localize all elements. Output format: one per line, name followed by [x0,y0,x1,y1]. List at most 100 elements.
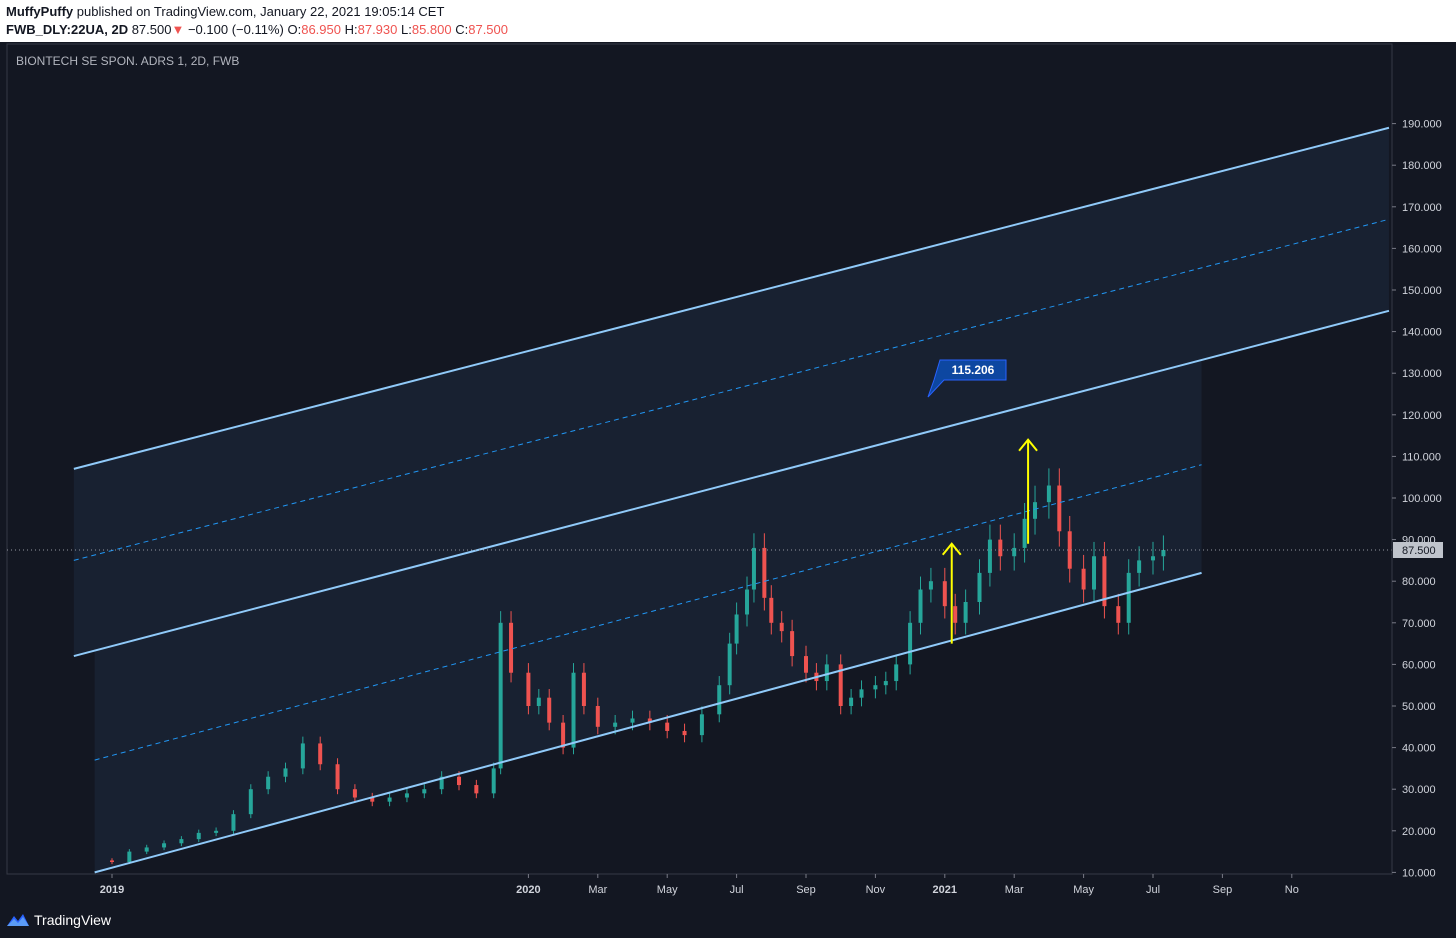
upper-channel-median-line [73,218,1390,561]
price-tick-label: 60.000 [1402,659,1436,671]
candle-body [214,830,219,833]
annotations: 115.206 [927,359,1038,644]
candle-body [547,697,552,723]
price-tick-label: 50.000 [1402,701,1436,713]
candle-body [1012,547,1017,557]
candle-body [942,581,947,607]
candle-body [894,664,899,682]
close-label: C: [455,22,469,37]
candle-body [873,685,878,690]
last-price-tag-text: 87.500 [1402,545,1436,557]
candle-body [352,789,357,798]
axes: 10.000 20.000 30.000 40.000 50.000 60.000 70.0… [7,44,1443,896]
candle-body [908,622,913,665]
candle-body [144,847,149,852]
candle-body [595,706,600,727]
price-tick-label: 10.000 [1402,867,1436,879]
candle-body [127,851,132,862]
candle-body [928,581,933,590]
candle-body [1102,556,1107,607]
candle-body [1151,556,1155,561]
candle-body [571,672,576,748]
open-label: O: [287,22,302,37]
price-tick-label: 190.000 [1402,119,1442,131]
channel-lines [7,126,1392,874]
upper-channel-fill [73,127,1389,657]
candle-body [318,743,323,765]
close-value: 87.500 [468,22,508,37]
candle-body [283,768,288,777]
time-tick-label: 2019 [100,884,124,896]
candles [110,468,1166,865]
candle-body [561,722,566,748]
price-tick-label: 110.000 [1402,451,1441,463]
price-tick-label: 30.000 [1402,784,1436,796]
candle-body [751,547,756,590]
candle-body [769,597,774,623]
candle-body [790,631,795,657]
candle-body [335,764,340,790]
candle-body [804,656,808,673]
candle-body [266,776,271,790]
time-tick-label: Jul [730,884,744,896]
candle-body [1046,485,1051,503]
candle-body [717,685,722,715]
candle-body [404,793,409,798]
candle-body [849,697,854,706]
price-tick-label: 170.000 [1402,202,1442,214]
candle-body [300,743,305,769]
time-tick-label: 2021 [933,884,957,896]
price-chart[interactable]: 115.206 10.000 20.000 30.000 40.000 50.000 60… [0,42,1456,902]
symbol-name: FWB_DLY:22UA, 2D [6,22,129,37]
upper-channel-bottom-line [73,309,1390,658]
candle-body [987,539,992,573]
footer: TradingView [0,902,1456,938]
arrow-head [941,542,962,556]
candle-body [665,722,670,731]
candle-body [918,589,923,623]
time-tick-label: Jul [1146,884,1160,896]
high-value: 87.930 [357,22,398,37]
candle-body [248,789,253,815]
candle-body [536,697,541,706]
candle-body [179,839,184,844]
candle-body [162,843,167,848]
candle-body [699,714,704,736]
upper-channel-top-line [73,126,1390,470]
price-tick-label: 80.000 [1402,576,1436,588]
candle-body [779,622,784,632]
time-tick-label: May [657,884,678,896]
lower-channel-median-line [94,464,1202,761]
candle-body [647,718,652,723]
candle-body [762,547,767,598]
time-tick-label: Mar [588,884,607,896]
price-tick-label: 150.000 [1402,285,1442,297]
candle-body [1033,502,1038,519]
candle-body [457,776,461,786]
time-tick-label: Sep [796,884,816,896]
candle-body [439,776,444,790]
chart-title: BIONTECH SE SPON. ADRS 1, 2D, FWB [16,54,239,68]
lower-channel-fill [94,359,1202,873]
candle-body [1022,518,1027,548]
last-price: 87.500 [131,22,172,37]
candle-body [526,672,531,706]
candle-body [1126,572,1131,623]
price-tick-label: 130.000 [1402,368,1442,380]
candle-body [883,681,888,686]
high-label: H: [344,22,358,37]
price-tick-label: 180.000 [1402,160,1442,172]
time-tick-label: Mar [1005,884,1024,896]
publication-header: MuffyPuffy published on TradingView.com,… [0,0,1456,42]
tradingview-logo-icon[interactable] [6,912,30,928]
author-name[interactable]: MuffyPuffy [6,4,74,19]
tradingview-brand[interactable]: TradingView [34,912,112,928]
candle-body [231,814,236,831]
candle-body [387,797,392,802]
candle-body [998,539,1003,557]
price-tick-label: 140.000 [1402,327,1442,339]
candle-body [630,718,635,723]
low-label: L: [401,22,412,37]
candle-body [727,643,732,686]
candle-body [422,789,427,794]
